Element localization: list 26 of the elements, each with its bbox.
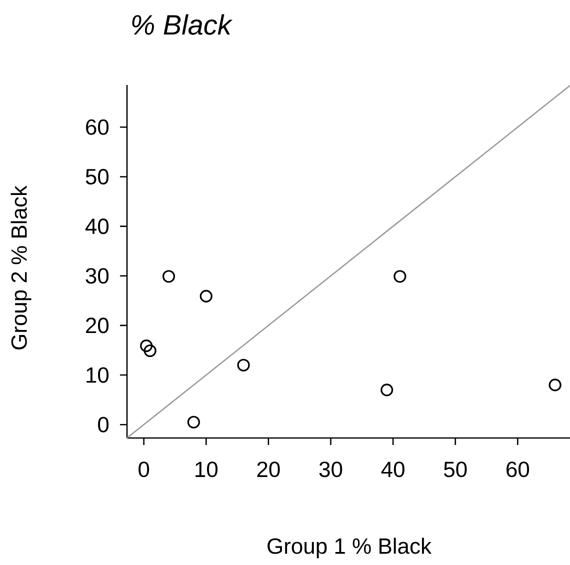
y-tick-label: 30 [86, 268, 109, 284]
y-tick-label: 10 [86, 367, 109, 383]
point [140, 339, 153, 352]
y-tick-label: 60 [86, 119, 109, 135]
point [144, 344, 156, 358]
x-tick-label: 40 [381, 462, 404, 478]
x-tick-label: 60 [506, 462, 530, 478]
x-tick-label: 20 [257, 462, 280, 478]
x-tick-label: 50 [444, 462, 467, 478]
x-tick-label: 0 [138, 462, 150, 478]
point [548, 378, 562, 392]
y-tick-label: 20 [86, 318, 109, 334]
y-tick-label: 0 [98, 416, 109, 432]
x-tick-label: 30 [319, 462, 342, 478]
y-tick-label: 40 [85, 218, 109, 234]
point [200, 290, 212, 303]
point [162, 270, 176, 283]
point [380, 384, 394, 396]
point [394, 270, 406, 283]
chart-title: % Black [132, 14, 233, 35]
x-axis-title: Group 1 % Black [268, 538, 432, 558]
y-axis-title: Group 2 % Black [10, 185, 32, 350]
point [187, 416, 200, 428]
x-tick-label: 10 [196, 462, 218, 478]
point [237, 358, 250, 372]
y-tick-label: 50 [86, 168, 109, 184]
